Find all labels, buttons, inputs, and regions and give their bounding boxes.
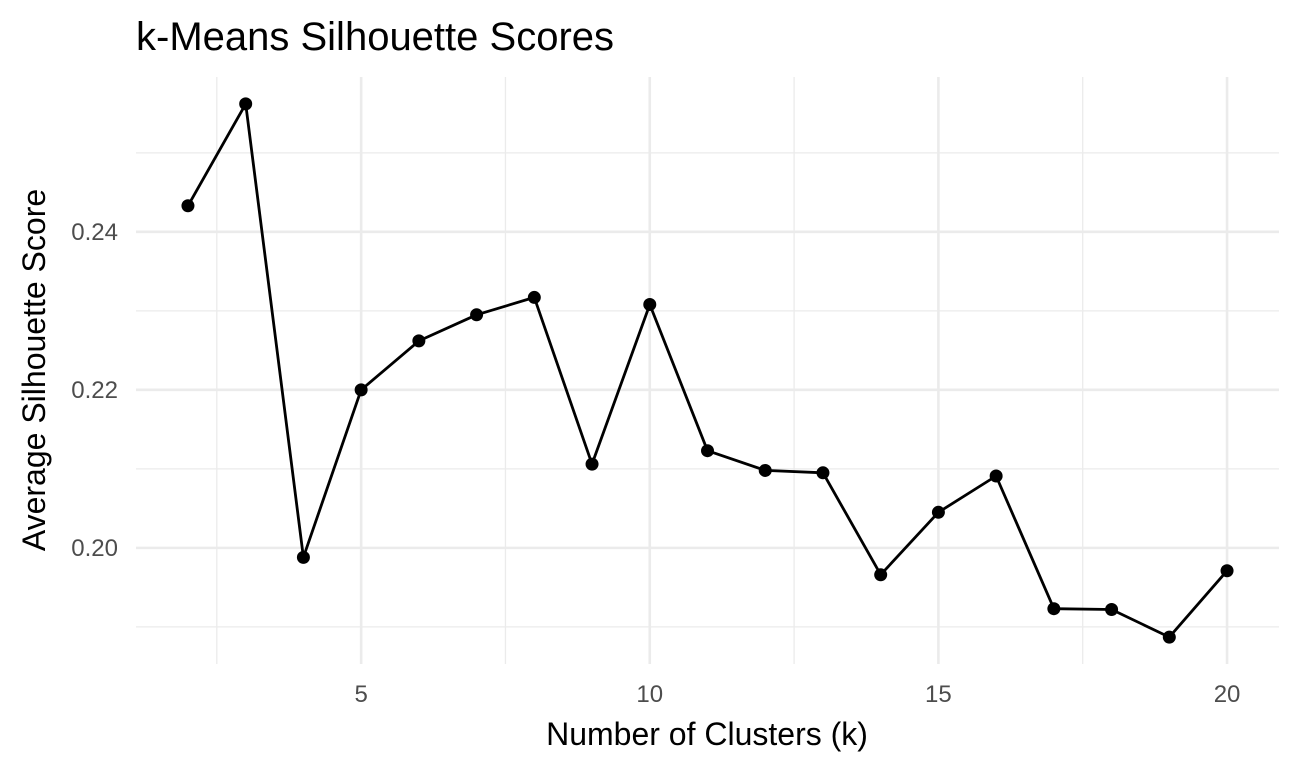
- data-point: [181, 199, 195, 213]
- data-point: [585, 457, 599, 471]
- data-point: [354, 383, 368, 397]
- series-line: [186, 102, 1229, 639]
- data-point: [239, 97, 253, 111]
- data-point: [874, 568, 888, 582]
- chart-title: k-Means Silhouette Scores: [136, 15, 614, 59]
- data-point: [931, 505, 945, 519]
- data-point: [1047, 602, 1061, 616]
- data-point: [989, 469, 1003, 483]
- y-tick-label: 0.24: [71, 219, 118, 246]
- data-point: [527, 290, 541, 304]
- plot-grid: [136, 77, 1279, 664]
- data-point: [412, 334, 426, 348]
- x-tick-label: 20: [1214, 681, 1241, 708]
- x-tick-label: 10: [636, 681, 663, 708]
- series-group: [181, 97, 1234, 644]
- y-tick-label: 0.22: [71, 377, 118, 404]
- data-point: [470, 308, 484, 322]
- data-point: [1220, 564, 1234, 578]
- data-point: [643, 298, 657, 312]
- x-tick-label: 15: [925, 681, 952, 708]
- y-tick-label: 0.20: [71, 535, 118, 562]
- x-tick-label: 5: [354, 681, 367, 708]
- tick-labels: 5 10 15 20 0.20 0.22 0.24: [71, 219, 1240, 708]
- data-point: [816, 466, 830, 480]
- data-point: [758, 463, 772, 477]
- data-point: [296, 550, 310, 564]
- data-point: [1105, 602, 1119, 616]
- y-axis-title: Average Silhouette Score: [16, 189, 52, 551]
- x-axis-title: Number of Clusters (k): [546, 716, 868, 752]
- data-point: [701, 444, 714, 458]
- data-point: [1162, 630, 1176, 644]
